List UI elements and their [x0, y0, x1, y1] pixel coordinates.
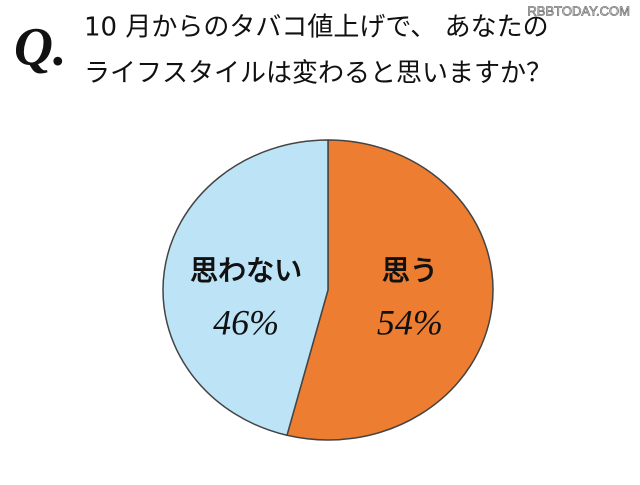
- question-mark: Q.: [14, 16, 67, 76]
- pie-slice: [162, 139, 329, 437]
- slice-value-label: 46%: [213, 302, 279, 342]
- slice-label: 思う: [382, 254, 438, 287]
- watermark: RBBTODAY.COM: [527, 3, 630, 18]
- chart-title: 10 月からのタバコ値上げで、 あなたの: [84, 13, 549, 43]
- slice-value-label: 54%: [377, 302, 443, 342]
- slice-label: 思わない: [190, 254, 302, 287]
- chart-title: ライフスタイルは変わると思いますか？: [84, 59, 552, 89]
- pie-slice: [286, 139, 494, 441]
